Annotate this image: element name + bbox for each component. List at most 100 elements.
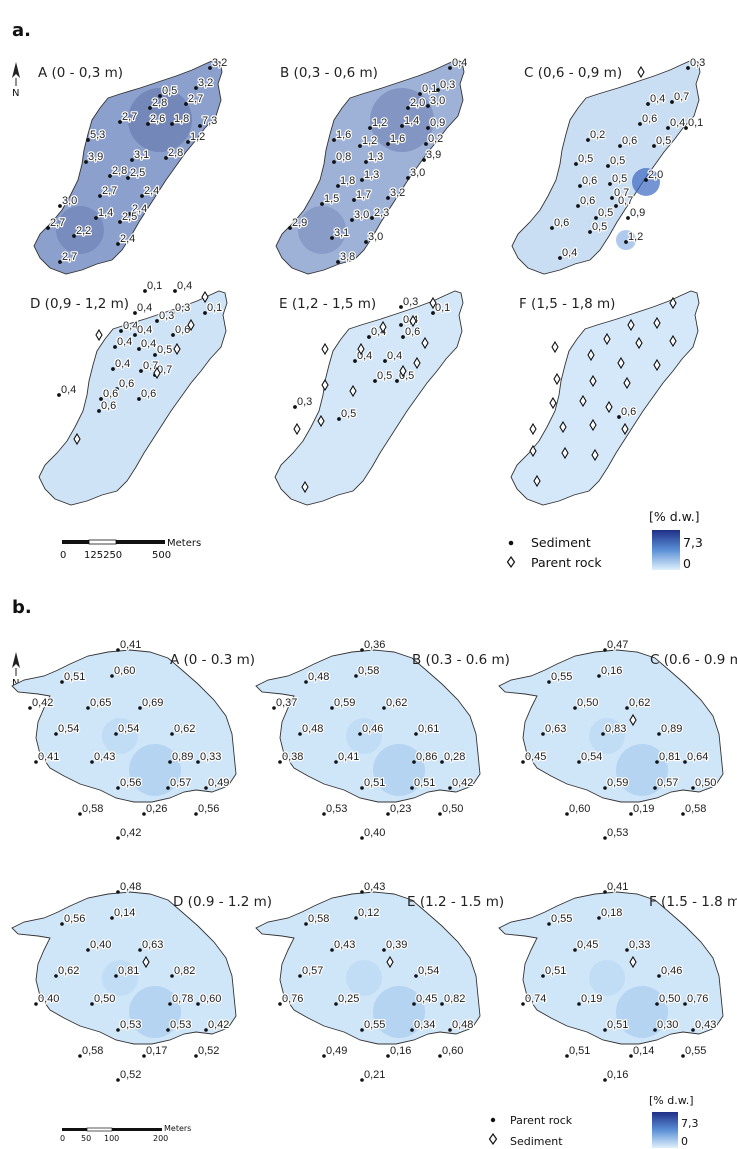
sample-dot [683, 1002, 687, 1006]
sample-value: 0,5 [592, 221, 607, 233]
sample-value: 0,6 [642, 113, 657, 125]
sample-value: 0,83 [605, 723, 626, 735]
sample-dot [108, 174, 112, 178]
sample-dot [128, 212, 132, 216]
sample-value: 0,49 [208, 777, 229, 789]
parent-rock-diamond-icon [559, 420, 567, 434]
map-b-blob [129, 986, 181, 1038]
sample-value: 0,41 [338, 751, 359, 763]
sample-dot [116, 786, 120, 790]
parent-rock-diamond-icon [589, 418, 597, 432]
sample-value: 0,12 [358, 907, 379, 919]
sample-value: 0,6 [554, 217, 569, 229]
sample-dot [320, 202, 324, 206]
sample-dot [98, 194, 102, 198]
sample-dot [113, 345, 117, 349]
sample-dot [114, 974, 118, 978]
sample-dot [603, 890, 607, 894]
sample-value: 0,39 [386, 939, 407, 951]
sample-value: 0,28 [444, 751, 465, 763]
sample-dot [440, 1002, 444, 1006]
sample-dot [614, 204, 618, 208]
sample-dot [334, 1002, 338, 1006]
sample-value: 0,6 [621, 406, 636, 418]
sample-value: 3,9 [88, 151, 103, 163]
sample-value: 0,8 [336, 151, 351, 163]
map-a-blob [616, 230, 636, 250]
parent-rock-diamond-icon [605, 400, 613, 414]
sample-dot [360, 648, 364, 652]
scale-title-b: Meters [164, 1124, 191, 1133]
sample-value: 0,60 [442, 1045, 463, 1057]
map-b-blob [616, 986, 668, 1038]
sample-value: 0,6 [580, 195, 595, 207]
legend-a: Sediment Parent rock [% d.w.] 7,3 0 [506, 509, 703, 571]
sample-dot [115, 387, 119, 391]
map-b-blob [102, 960, 138, 996]
parent-rock-diamond-icon [413, 356, 421, 370]
sample-value: 0,40 [38, 993, 59, 1005]
sample-dot [448, 66, 452, 70]
sample-value: 0,62 [174, 723, 195, 735]
sample-value: 3,2 [198, 77, 213, 89]
parent-rock-diamond-icon [623, 376, 631, 390]
sample-value: 0,53 [607, 827, 628, 839]
sample-value: 0,4 [115, 358, 130, 370]
sample-value: 0,5 [656, 135, 671, 147]
sample-dot [168, 760, 172, 764]
sample-value: 0,4 [562, 247, 577, 259]
sample-dot [60, 922, 64, 926]
sample-value: 0,7 [143, 360, 158, 372]
sample-value: 0,4 [452, 57, 467, 69]
sample-value: 3,2 [390, 187, 405, 199]
scale-tick-b-1: 50 [81, 1134, 91, 1143]
sample-value: 0,50 [94, 993, 115, 1005]
sample-dot [438, 812, 442, 816]
map-b-blob [102, 718, 138, 754]
sample-value: 0,4 [387, 350, 402, 362]
sample-value: 0,60 [569, 803, 590, 815]
sample-value: 0,78 [172, 993, 193, 1005]
sample-dot [332, 160, 336, 164]
sample-dot [208, 66, 212, 70]
sample-value: 0,6 [175, 324, 190, 336]
sample-value: 0,40 [90, 939, 111, 951]
sample-value: 0,52 [120, 1069, 141, 1081]
sample-dot [586, 138, 590, 142]
sample-dot [173, 289, 177, 293]
sample-value: 2,3 [374, 207, 389, 219]
sample-dot [171, 311, 175, 315]
map-a-area [510, 290, 700, 506]
sample-value: 0,51 [545, 965, 566, 977]
sample-dot [426, 104, 430, 108]
map-b-title: B (0.3 - 0.6 m) [412, 652, 510, 668]
sample-value: 0,43 [364, 881, 385, 893]
sample-dot [448, 786, 452, 790]
sample-dot [657, 974, 661, 978]
sample-value: 0,62 [58, 965, 79, 977]
sample-value: 1,5 [324, 193, 339, 205]
sample-value: 0,5 [578, 153, 593, 165]
sample-dot [97, 409, 101, 413]
sample-value: 2,2 [76, 225, 91, 237]
svg-text:N: N [12, 88, 19, 99]
sample-dot [436, 88, 440, 92]
sample-dot [54, 974, 58, 978]
parent-rock-diamond-icon [617, 356, 625, 370]
map-a-1: B (0,3 - 0,6 m)0,40,1 0,32,0 3,01,61,2 1,4 0… [275, 56, 468, 275]
sample-dot [140, 194, 144, 198]
sample-dot [330, 236, 334, 240]
sample-dot [334, 760, 338, 764]
sample-dot [386, 812, 390, 816]
parent-rock-diamond-icon [653, 316, 661, 330]
sample-value: 0,42 [452, 777, 473, 789]
map-b-blob [346, 718, 382, 754]
map-a-area [38, 290, 228, 506]
sample-dot [336, 260, 340, 264]
sample-value: 1,8 [174, 113, 189, 125]
sample-dot [638, 122, 642, 126]
sample-dot [133, 333, 137, 337]
sample-value: 0,26 [146, 803, 167, 815]
parent-rock-diamond-icon [321, 378, 329, 392]
sample-dot [352, 198, 356, 202]
